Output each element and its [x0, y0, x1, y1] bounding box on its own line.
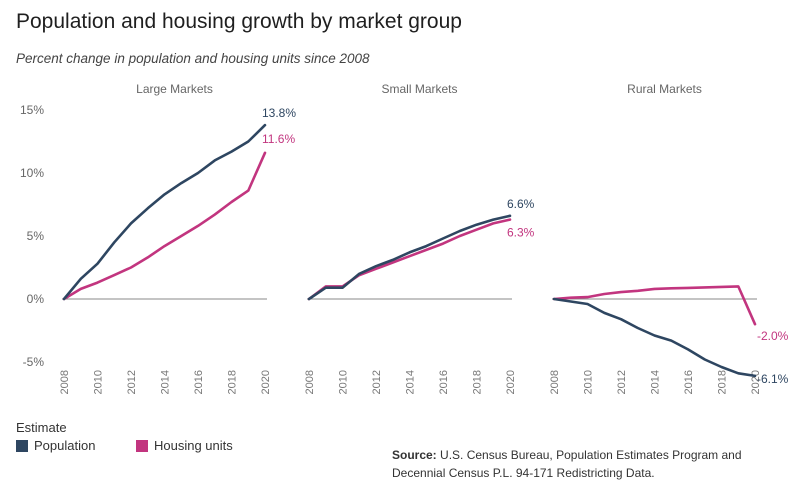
series-line-housing-units-large-markets [62, 151, 267, 301]
x-tick-label: 2008 [549, 370, 561, 394]
series-line-population-rural-markets [552, 297, 757, 378]
x-tick-label: 2018 [717, 370, 729, 394]
x-tick-label: 2010 [93, 370, 105, 394]
series-line-housing-units-rural-markets [552, 285, 757, 326]
series-line-population-small-markets [307, 214, 512, 301]
source-note: Source: U.S. Census Bureau, Population E… [392, 446, 792, 482]
line-chart: 15% 10% 5% 0% -5% Large Markets 2008 2010 2012 20… [20, 82, 789, 394]
legend-swatch-housing-units [136, 439, 148, 452]
end-label-population-rural-markets: -6.1% [757, 372, 789, 386]
end-label-housing-units-large-markets: 11.6% [262, 132, 295, 146]
legend-swatch-population [16, 439, 28, 452]
panel-title-small-markets: Small Markets [381, 82, 457, 96]
source-label: Source: [392, 448, 437, 462]
x-tick-label: 2018 [227, 370, 239, 394]
end-label-population-large-markets: 13.8% [262, 106, 296, 120]
x-tick-label: 2014 [160, 370, 172, 394]
end-label-population-small-markets: 6.6% [507, 197, 535, 211]
x-tick-label: 2016 [193, 370, 205, 394]
panel-title-large-markets: Large Markets [136, 82, 213, 96]
series-line-population-large-markets [62, 123, 267, 301]
chart-subtitle: Percent change in population and housing… [16, 51, 370, 66]
x-tick-label: 2020 [260, 370, 272, 394]
x-tick-label: 2012 [126, 370, 138, 394]
chart-title: Population and housing growth by market … [16, 10, 462, 33]
x-tick-label: 2016 [683, 370, 695, 394]
legend-item-housing-units[interactable]: Housing units [136, 438, 233, 453]
x-tick-label: 2010 [338, 370, 350, 394]
y-tick-label: -5% [23, 355, 45, 369]
x-tick-label: 2018 [472, 370, 484, 394]
x-tick-label: 2012 [371, 370, 383, 394]
y-tick-label: 15% [20, 103, 44, 117]
source-text: U.S. Census Bureau, Population Estimates… [392, 448, 742, 480]
y-tick-label: 10% [20, 166, 44, 180]
x-tick-label: 2008 [59, 370, 71, 394]
end-label-housing-units-rural-markets: -2.0% [757, 329, 789, 343]
y-tick-label: 0% [27, 292, 45, 306]
y-tick-label: 5% [27, 229, 45, 243]
x-tick-label: 2012 [616, 370, 628, 394]
end-label-housing-units-small-markets: 6.3% [507, 226, 535, 240]
x-tick-label: 2014 [650, 370, 662, 394]
legend-label-housing-units: Housing units [154, 438, 233, 453]
x-tick-label: 2020 [505, 370, 517, 394]
x-tick-label: 2016 [438, 370, 450, 394]
x-tick-label: 2008 [304, 370, 316, 394]
x-tick-label: 2010 [583, 370, 595, 394]
legend-item-population[interactable]: Population [16, 438, 95, 453]
panel-title-rural-markets: Rural Markets [627, 82, 702, 96]
x-tick-label: 2014 [405, 370, 417, 394]
legend-title: Estimate [16, 420, 67, 435]
legend-label-population: Population [34, 438, 96, 453]
